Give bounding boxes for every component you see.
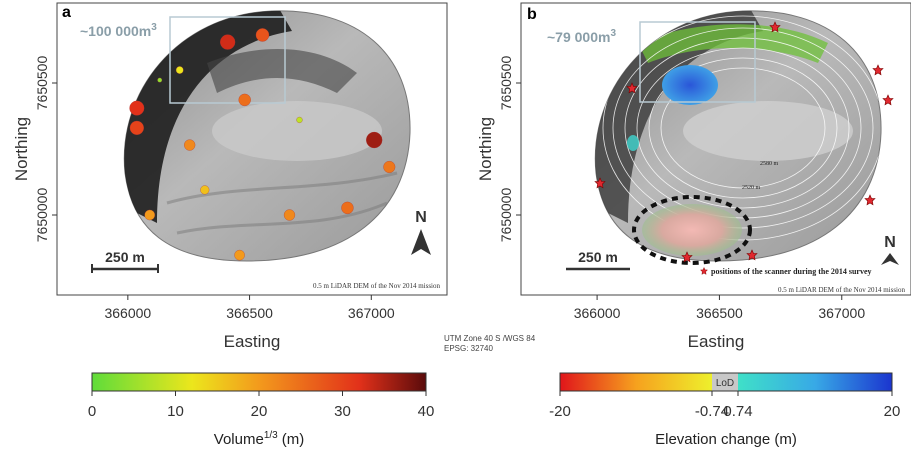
- rockfall-point: [234, 249, 245, 261]
- volume-text: ~79 000m3: [547, 28, 616, 45]
- colorbar-volume: [91, 372, 427, 392]
- y-axis-label: Northing: [12, 117, 31, 181]
- colorbar-tick-label: 20: [884, 403, 901, 420]
- dem-note: 0.5 m LiDAR DEM of the Nov 2014 mission: [778, 286, 905, 294]
- terrain-group: [594, 10, 882, 262]
- colorbar-tick-label: 0.74: [723, 403, 752, 420]
- volume-value: ~79 000m: [547, 29, 610, 45]
- scanner-positions: [594, 21, 894, 275]
- zoom-box: [169, 16, 286, 104]
- x-axis-label: Easting: [224, 332, 281, 351]
- rockfall-point: [175, 66, 184, 74]
- y-tick-label: 7650000: [34, 188, 50, 243]
- elevation-loss-area: [662, 65, 718, 105]
- colorbar-low: [560, 373, 712, 391]
- projection: EPSG: 32740: [444, 344, 493, 353]
- colorbar-label: Volume1/3 (m): [214, 430, 304, 448]
- colorbar-high: [738, 373, 892, 391]
- contour-label: 2520 m: [742, 185, 761, 191]
- colorbar-tick-label: 20: [251, 403, 268, 420]
- rockfall-point: [200, 185, 210, 195]
- dashed-outline: [632, 195, 752, 265]
- elevation-change-area: [642, 204, 742, 256]
- rockfall-point: [383, 160, 396, 173]
- x-tick-label: 366000: [104, 305, 151, 321]
- colorbar-tick-label: 10: [167, 403, 184, 420]
- colorbar-lod: [712, 373, 738, 391]
- colorbar-label-text: Volume: [214, 431, 264, 448]
- colorbar-tick-label: 0: [88, 403, 96, 420]
- colorbar-tick-label: -0.74: [695, 403, 729, 420]
- rockfall-point: [366, 131, 383, 149]
- colorbar-tick-label: 30: [334, 403, 351, 420]
- rockfall-points: [129, 28, 396, 261]
- volume-text: ~100 000m3: [80, 22, 157, 39]
- colorbar-tick-label: 40: [418, 403, 435, 420]
- x-tick-label: 367000: [818, 305, 865, 321]
- rockfall-point: [283, 209, 296, 221]
- y-tick-label: 7650500: [34, 56, 50, 111]
- contour-label: 2580 m: [760, 161, 779, 167]
- colorbar-frame: [559, 372, 893, 392]
- colorbar-label-unit: (m): [282, 431, 305, 448]
- north-label: N: [884, 234, 896, 251]
- x-tick-label: 366500: [696, 305, 743, 321]
- terrain-shading: [124, 10, 398, 235]
- panel-b: 2580 m 2520 m positions of the scanner d…: [476, 2, 911, 351]
- x-tick-label: 366000: [574, 305, 621, 321]
- scale-bar-label: 250 m: [105, 249, 145, 265]
- colorbar-tick-label: -20: [549, 403, 571, 420]
- north-arrow: [411, 229, 431, 255]
- projection: UTM Zone 40 S /WGS 84: [444, 334, 536, 343]
- y-tick-label: 7650500: [498, 56, 514, 111]
- rockfall-point: [220, 34, 236, 50]
- dem-note: 0.5 m LiDAR DEM of the Nov 2014 mission: [313, 282, 440, 290]
- volume-sup: 3: [610, 28, 616, 39]
- rockfall-point: [238, 93, 251, 107]
- panel-a: a ~100 000m3 250 m N 0.5 m LiDAR DEM of …: [12, 2, 448, 351]
- rockfall-point: [157, 77, 163, 83]
- zoom-box: [639, 21, 756, 103]
- volume-sup: 3: [151, 22, 157, 33]
- x-tick-label: 367000: [348, 305, 395, 321]
- panel-letter: a: [62, 4, 71, 21]
- lod-label: LoD: [716, 378, 734, 389]
- x-axis-label: Easting: [688, 332, 745, 351]
- colorbar-label: Elevation change (m): [655, 431, 797, 448]
- scanner-legend: positions of the scanner during the 2014…: [711, 267, 872, 276]
- terrain-shading: [595, 10, 882, 241]
- scale-bar-label: 250 m: [578, 249, 618, 265]
- panel-letter: b: [527, 6, 537, 23]
- north-arrow: [881, 253, 899, 265]
- y-axis-label: Northing: [476, 117, 495, 181]
- y-tick-label: 7650000: [498, 188, 514, 243]
- rockfall-point: [296, 116, 303, 124]
- rockfall-point: [255, 28, 270, 42]
- north-label: N: [415, 209, 427, 226]
- rockfall-point: [129, 120, 144, 135]
- volume-value: ~100 000m: [80, 23, 151, 39]
- rockfall-point: [129, 100, 145, 116]
- rockfall-point: [144, 209, 156, 221]
- colorbar-label-sup: 1/3: [264, 430, 278, 441]
- rockfall-point: [341, 201, 354, 215]
- x-tick-label: 366500: [226, 305, 273, 321]
- rockfall-point: [184, 139, 196, 151]
